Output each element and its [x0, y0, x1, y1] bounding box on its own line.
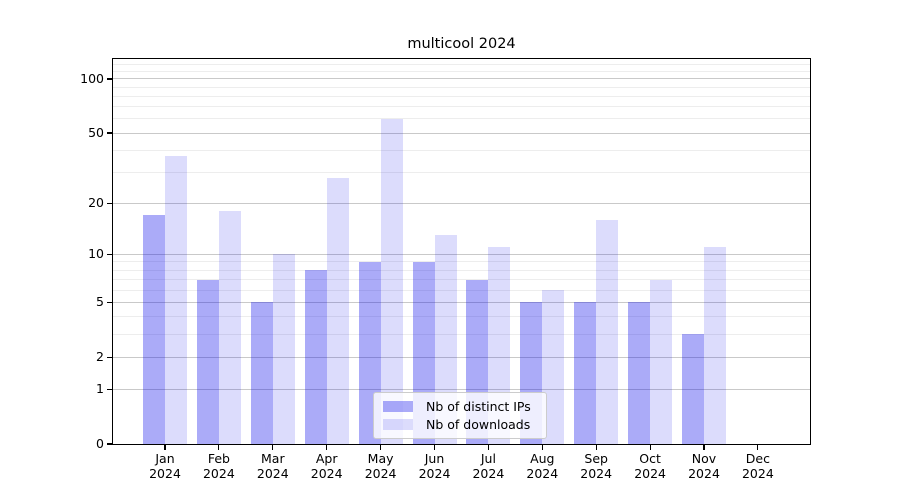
gridline-major	[113, 78, 810, 80]
gridline-minor	[113, 279, 810, 281]
gridline-major	[113, 388, 810, 390]
gridline-major	[113, 301, 810, 303]
x-axis-tick-label: Nov 2024	[688, 451, 720, 481]
gridline-major	[113, 132, 810, 134]
x-tick-mark	[326, 444, 328, 450]
bar-distinct-ips	[250, 302, 273, 444]
x-tick-mark	[487, 444, 489, 450]
gridline-minor	[113, 149, 810, 151]
gridline-minor	[113, 106, 810, 108]
gridline-minor	[113, 261, 810, 263]
bar-downloads	[704, 247, 726, 444]
y-tick-mark	[107, 202, 113, 204]
x-axis-tick-label: Aug 2024	[526, 451, 559, 481]
legend-label-distinct-ips: Nb of distinct IPs	[426, 399, 531, 414]
legend: Nb of distinct IPs Nb of downloads	[373, 392, 547, 439]
y-tick-mark	[107, 253, 113, 255]
x-axis-tick-label: May 2024	[364, 451, 397, 481]
y-axis-tick-label: 5	[96, 294, 104, 310]
legend-label-downloads: Nb of downloads	[426, 417, 531, 432]
x-axis-tick-label: Jan 2024	[149, 451, 181, 481]
gridline-minor	[113, 269, 810, 271]
bar-distinct-ips	[628, 302, 651, 444]
bar-distinct-ips	[682, 334, 704, 444]
x-axis-tick-label: Mar 2024	[256, 451, 289, 481]
bar-downloads	[542, 290, 565, 444]
bar-distinct-ips	[143, 215, 165, 444]
gridline-minor	[113, 95, 810, 97]
bar-distinct-ips	[196, 279, 219, 444]
y-axis-tick-label: 2	[96, 349, 104, 365]
legend-swatch-downloads	[383, 419, 413, 430]
legend-item-distinct-ips: Nb of distinct IPs	[383, 399, 537, 414]
gridline-minor	[113, 316, 810, 318]
y-tick-mark	[107, 356, 113, 358]
legend-item-downloads: Nb of downloads	[383, 417, 537, 432]
x-axis-tick-label: Apr 2024	[310, 451, 343, 481]
y-axis-tick-label: 50	[88, 125, 104, 140]
gridline-minor	[113, 86, 810, 88]
gridline-major	[113, 253, 810, 255]
bar-downloads	[326, 177, 349, 444]
y-axis-tick-label: 10	[88, 246, 104, 262]
x-tick-mark	[433, 444, 436, 450]
gridline-minor	[113, 118, 810, 120]
x-tick-mark	[703, 444, 705, 450]
gridline-major	[113, 202, 810, 204]
bar-downloads	[218, 211, 241, 444]
x-tick-mark	[164, 444, 166, 450]
gridline-major	[113, 356, 810, 358]
x-axis-tick-label: Oct 2024	[634, 451, 666, 481]
bar-distinct-ips	[304, 270, 327, 444]
x-tick-mark	[595, 444, 597, 450]
y-axis-tick-label: 1	[96, 381, 104, 397]
y-tick-mark	[107, 132, 113, 134]
y-axis-tick-label: 0	[96, 436, 104, 451]
x-axis-tick-label: Feb 2024	[202, 451, 235, 481]
x-axis-tick-label: Jun 2024	[418, 451, 451, 481]
y-tick-mark	[107, 301, 113, 303]
x-tick-mark	[218, 444, 220, 450]
x-axis-tick-label: Dec 2024	[741, 451, 774, 481]
y-axis-tick-label: 20	[88, 195, 104, 211]
chart-title: multicool 2024	[407, 36, 516, 52]
bar-downloads	[165, 156, 187, 444]
x-axis-tick-label: Sep 2024	[580, 451, 613, 481]
gridline-minor	[113, 333, 810, 335]
gridline-minor	[113, 64, 810, 66]
bar-downloads	[272, 254, 295, 444]
x-tick-mark	[649, 444, 651, 450]
x-axis-tick-label: Jul 2024	[472, 451, 505, 481]
bar-distinct-ips	[574, 302, 597, 444]
x-tick-mark	[757, 444, 759, 450]
x-tick-mark	[380, 444, 382, 450]
gridline-minor	[113, 171, 810, 173]
bar-downloads	[434, 235, 457, 444]
x-tick-mark	[272, 444, 274, 450]
y-tick-mark	[107, 443, 113, 445]
y-tick-mark	[107, 78, 113, 80]
legend-swatch-distinct-ips	[383, 401, 413, 412]
x-tick-mark	[541, 444, 543, 450]
gridline-minor	[113, 289, 810, 291]
y-tick-mark	[107, 388, 113, 390]
bar-downloads	[596, 219, 619, 444]
y-axis-tick-label: 100	[80, 70, 104, 86]
bar-downloads	[380, 118, 403, 444]
gridline-minor	[113, 70, 810, 72]
bar-downloads	[650, 279, 673, 444]
